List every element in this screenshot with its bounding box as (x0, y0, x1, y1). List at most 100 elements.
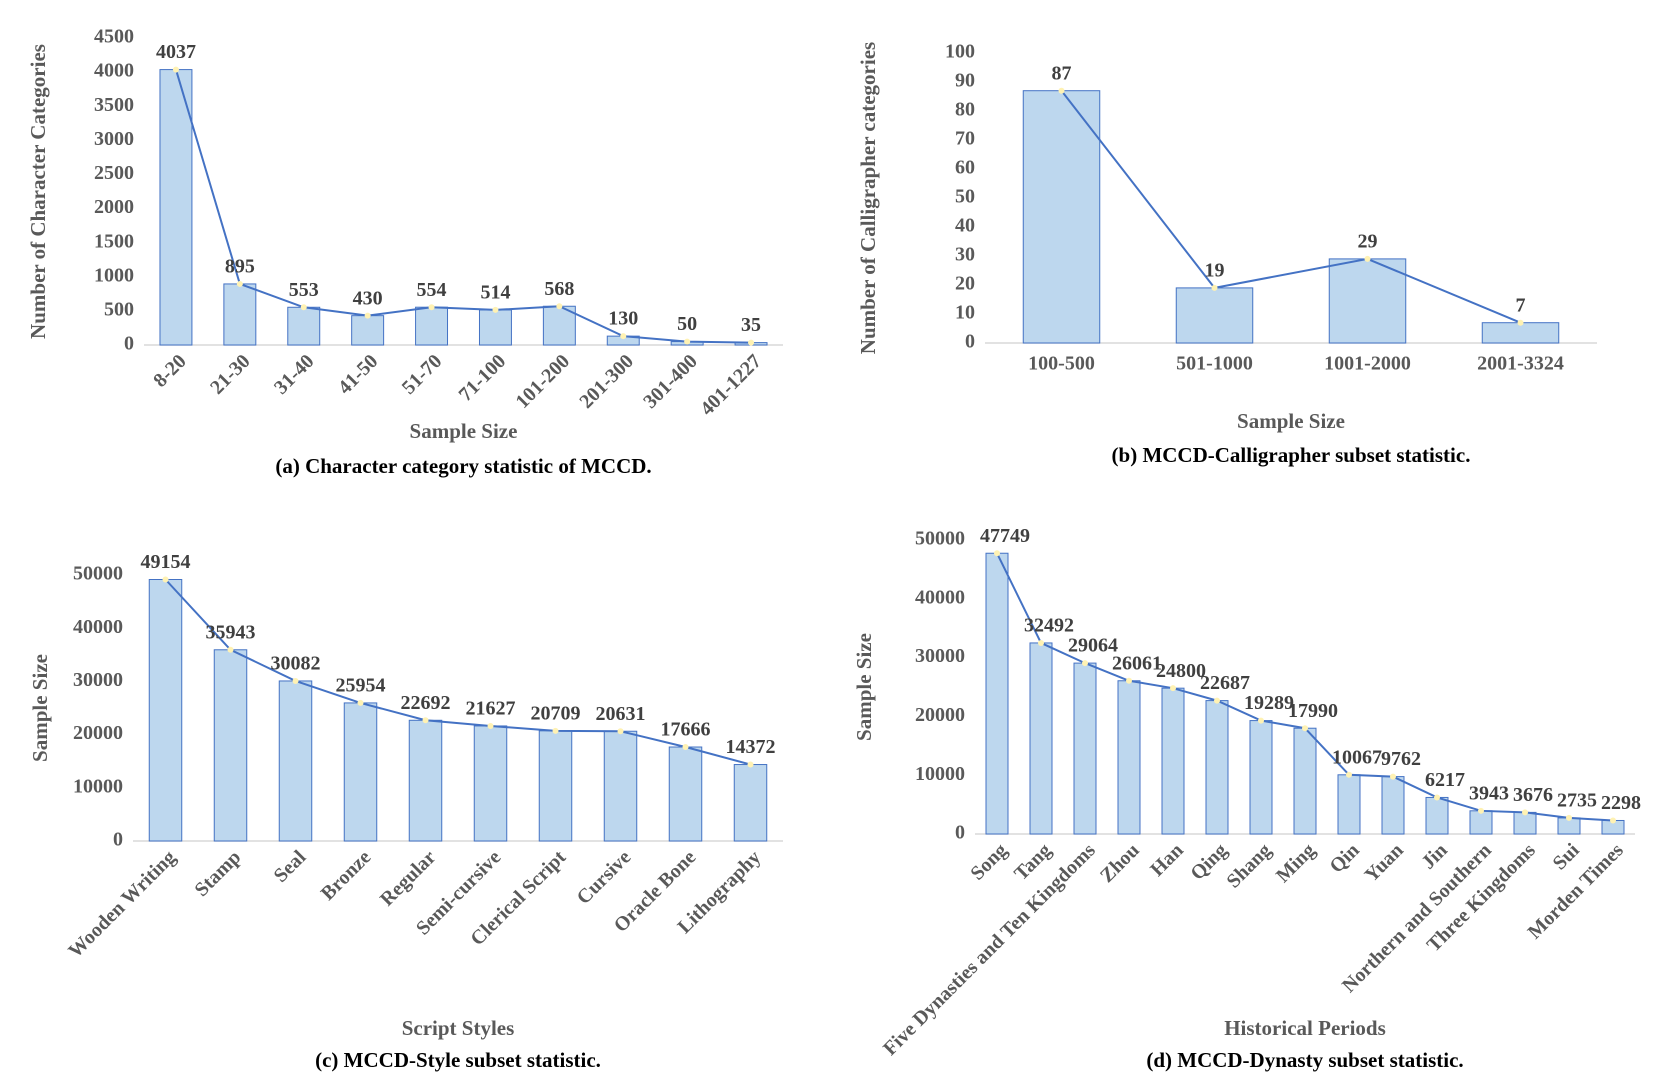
point (422, 717, 429, 724)
point (1566, 814, 1572, 821)
x-tick-label: Qin (1325, 839, 1363, 877)
value-label: 7 (1516, 294, 1526, 316)
value-label: 47749 (980, 525, 1030, 547)
point (620, 333, 627, 340)
point (1517, 319, 1524, 326)
point (162, 576, 169, 583)
y-tick-label: 2500 (94, 162, 134, 184)
y-tick-label: 20000 (73, 722, 123, 744)
value-label: 3676 (1513, 784, 1553, 806)
point (682, 744, 689, 751)
y-tick-label: 100 (945, 41, 975, 63)
x-axis-title: Sample Size (410, 419, 518, 443)
x-tick-label: Cursive (573, 846, 636, 909)
bar (1205, 700, 1229, 835)
value-label: 25954 (336, 675, 386, 697)
point (552, 727, 559, 734)
point (292, 677, 299, 684)
bar (538, 730, 573, 842)
bar (733, 764, 768, 842)
point (487, 722, 494, 729)
value-label: 514 (480, 282, 510, 304)
bar (542, 305, 576, 346)
x-tick-label: Yuan (1361, 839, 1408, 886)
point (1610, 817, 1616, 824)
value-label: 2298 (1601, 792, 1641, 814)
point (556, 303, 563, 310)
x-tick-label: 401-1227 (696, 350, 766, 420)
bar (223, 283, 257, 346)
bar (1073, 662, 1097, 835)
x-tick-label: 41-50 (334, 350, 383, 399)
y-tick-label: 60 (955, 157, 975, 179)
point (300, 304, 307, 311)
point (227, 646, 234, 653)
point (1478, 807, 1484, 814)
value-label: 14372 (726, 736, 776, 758)
caption: (d) MCCD-Dynasty subset statistic. (1146, 1048, 1463, 1072)
value-label: 30082 (271, 653, 321, 675)
x-axis-title: Script Styles (402, 1016, 515, 1040)
value-label: 130 (608, 308, 638, 330)
point (748, 339, 755, 346)
point (1170, 685, 1176, 692)
value-label: 24800 (1156, 660, 1206, 682)
value-label: 568 (544, 278, 574, 300)
bar (351, 315, 385, 346)
value-label: 554 (417, 279, 447, 301)
bar (985, 552, 1009, 835)
value-label: 21627 (466, 698, 516, 720)
x-tick-label: 2001-3324 (1477, 353, 1564, 375)
point (1211, 284, 1218, 291)
y-axis-title: Sample Size (28, 654, 52, 762)
y-tick-label: 0 (965, 331, 975, 353)
bar (1513, 811, 1537, 835)
value-label: 50 (677, 313, 697, 335)
x-tick-label: Shang (1222, 839, 1275, 892)
y-tick-label: 50000 (915, 528, 965, 550)
x-tick-label: 100-500 (1028, 353, 1095, 375)
y-tick-label: 50 (955, 186, 975, 208)
value-label: 22687 (1200, 672, 1250, 694)
y-tick-label: 4500 (94, 26, 134, 48)
x-tick-label: 31-40 (270, 350, 319, 399)
y-tick-label: 40000 (73, 616, 123, 638)
trend-line (164, 578, 751, 766)
bar (603, 730, 638, 842)
trend-line (174, 69, 752, 344)
x-tick-label: Sui (1549, 839, 1585, 875)
value-label: 26061 (1112, 652, 1162, 674)
bar (1175, 287, 1254, 344)
value-label: 49154 (141, 551, 191, 573)
value-label: 6217 (1425, 769, 1465, 791)
point (1038, 639, 1044, 646)
y-tick-label: 20000 (915, 704, 965, 726)
bar (148, 579, 183, 842)
y-tick-label: 20 (955, 273, 975, 295)
y-tick-label: 40 (955, 215, 975, 237)
bar (1161, 687, 1185, 835)
bar (1029, 642, 1053, 835)
point (994, 550, 1000, 557)
y-tick-label: 50000 (73, 563, 123, 585)
bar (1469, 810, 1493, 835)
point (1434, 794, 1440, 801)
x-tick-label: Zhou (1096, 839, 1144, 887)
point (236, 280, 243, 287)
point (492, 306, 499, 313)
value-label: 2735 (1557, 790, 1597, 812)
bar (1293, 727, 1317, 835)
value-label: 29 (1358, 230, 1378, 252)
point (1346, 771, 1352, 778)
y-tick-label: 3500 (94, 94, 134, 116)
bar (668, 746, 703, 842)
value-label: 895 (225, 256, 255, 278)
point (1258, 717, 1264, 724)
x-tick-label: 8-20 (149, 350, 190, 391)
value-label: 3943 (1469, 782, 1509, 804)
point (617, 728, 624, 735)
y-tick-label: 0 (124, 333, 134, 355)
value-label: 20631 (596, 703, 646, 725)
x-tick-label: Song (966, 839, 1011, 884)
x-tick-label: Regular (376, 846, 440, 910)
